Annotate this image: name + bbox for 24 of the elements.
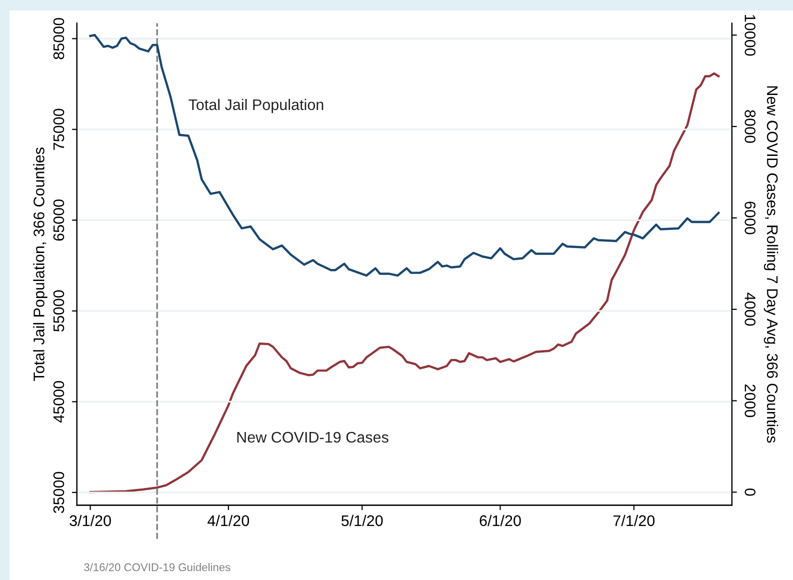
line-series	[89, 34, 720, 277]
ref-line-label: 3/16/20 COVID-19 Guidelines	[84, 563, 230, 572]
y-tick-label: 75000	[53, 108, 64, 150]
x-tick-label: 3/1/20	[70, 514, 111, 526]
y-tick-label: 35000	[53, 472, 64, 514]
y-tick-label: 55000	[53, 290, 64, 332]
y2-axis-title: New COVID Cases, Rolling 7 Day Avg, 366 Counties	[764, 86, 778, 443]
y2-tick-label: 8000	[744, 110, 756, 143]
y2-tick-label: 4000	[744, 292, 756, 326]
line-series	[89, 72, 720, 494]
y2-tick-label: 10000	[744, 15, 756, 56]
y-axis-title: Total Jail Population, 366 Counties	[33, 148, 48, 382]
x-tick-label: 6/1/20	[480, 514, 521, 526]
y2-tick-label: 6000	[744, 202, 756, 234]
series-label: Total Jail Population	[188, 98, 324, 114]
y2-tick-label: 2000	[744, 384, 756, 418]
y2-tick-label: 0	[744, 488, 756, 496]
y-tick-label: 65000	[53, 200, 64, 241]
y-tick-label: 45000	[53, 381, 64, 423]
y-tick-label: 85000	[53, 18, 64, 60]
series-label: New COVID-19 Cases	[237, 432, 388, 443]
x-tick-label: 7/1/20	[613, 514, 655, 526]
x-tick-label: 5/1/20	[341, 514, 383, 526]
x-tick-label: 4/1/20	[208, 514, 250, 526]
